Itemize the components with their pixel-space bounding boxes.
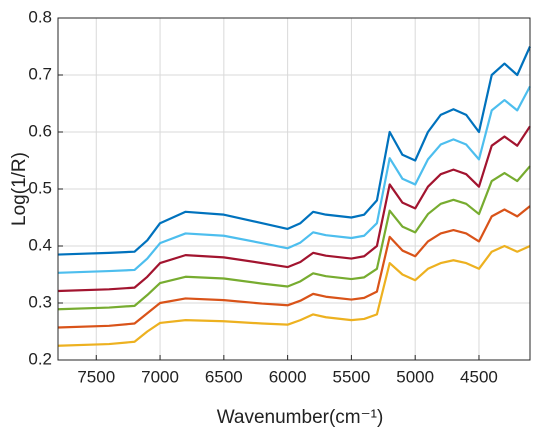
y-tick-label: 0.6 [28, 121, 52, 140]
spectrum-line [57, 205, 531, 329]
x-tick-label: 4500 [460, 367, 498, 386]
spectrum-line [57, 244, 531, 347]
spectrum-line [57, 165, 531, 311]
y-tick-label: 0.7 [28, 64, 52, 83]
y-axis-label: Log(1/R) [9, 152, 30, 226]
spectrum-line [57, 85, 531, 274]
x-tick-label: 7000 [141, 367, 179, 386]
x-tick-label: 6500 [205, 367, 243, 386]
x-axis-label: Wavenumber(cm⁻¹) [217, 407, 384, 428]
x-tick-label: 5000 [396, 367, 434, 386]
y-tick-label: 0.8 [28, 7, 52, 26]
y-tick-label: 0.4 [28, 235, 52, 254]
spectrum-line [57, 46, 532, 256]
y-tick-label: 0.3 [28, 292, 52, 311]
spectrum-line [57, 125, 531, 293]
y-tick-label: 0.2 [28, 349, 52, 368]
x-tick-label: 5500 [332, 367, 370, 386]
y-tick-label: 0.5 [28, 178, 52, 197]
plot-frame [57, 17, 531, 361]
x-tick-label: 6000 [269, 367, 307, 386]
x-tick-label: 7500 [77, 367, 115, 386]
